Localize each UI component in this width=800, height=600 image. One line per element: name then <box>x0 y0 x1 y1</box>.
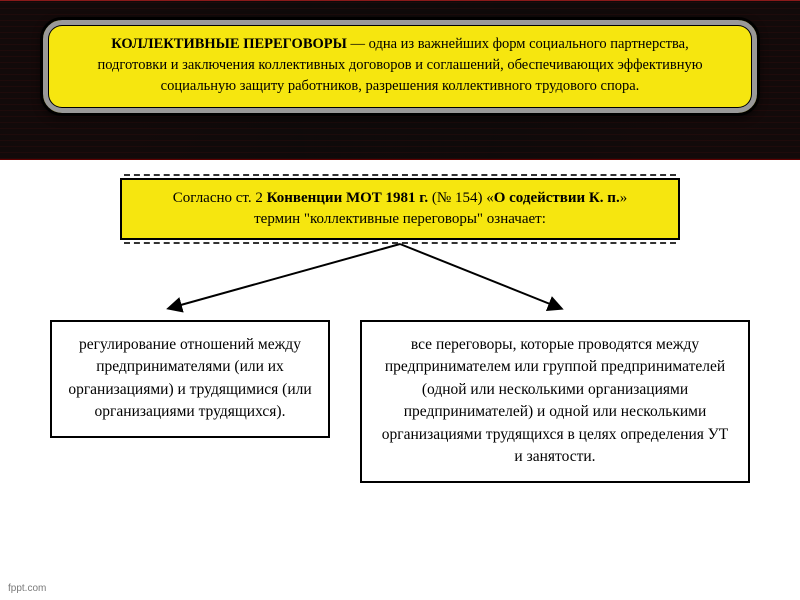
leaf-right-text: все переговоры, которые проводятся между… <box>382 336 729 465</box>
mid-line2: термин "коллективные переговоры" означае… <box>254 211 546 227</box>
convention-source-box: Согласно ст. 2 Конвенции МОТ 1981 г. (№ … <box>120 178 680 240</box>
dashed-border-decoration <box>124 174 676 244</box>
mid-bold1: Конвенции МОТ 1981 г. <box>267 190 429 206</box>
leaf-left-text: регулирование отношений между предприним… <box>68 336 311 420</box>
leaf-box-left: регулирование отношений между предприним… <box>50 320 330 438</box>
mid-bold2: О содействии К. п. <box>494 190 620 206</box>
header-definition-box: КОЛЛЕКТИВНЫЕ ПЕРЕГОВОРЫ — одна из важней… <box>40 17 760 116</box>
leaf-box-right: все переговоры, которые проводятся между… <box>360 320 750 483</box>
footer-credit: fppt.com <box>8 583 46 594</box>
connector-left <box>170 244 400 308</box>
header-bold-term: КОЛЛЕКТИВНЫЕ ПЕРЕГОВОРЫ <box>111 36 347 52</box>
connector-right <box>400 244 560 308</box>
top-dark-band: КОЛЛЕКТИВНЫЕ ПЕРЕГОВОРЫ — одна из важней… <box>0 0 800 160</box>
mid-post: » <box>620 190 628 206</box>
diagram-stage: Согласно ст. 2 Конвенции МОТ 1981 г. (№ … <box>0 160 800 600</box>
mid-pre: Согласно ст. 2 <box>173 190 267 206</box>
connector-arrows <box>0 238 800 328</box>
mid-line1: Согласно ст. 2 Конвенции МОТ 1981 г. (№ … <box>173 190 627 206</box>
mid-midtxt: (№ 154) « <box>428 190 494 206</box>
